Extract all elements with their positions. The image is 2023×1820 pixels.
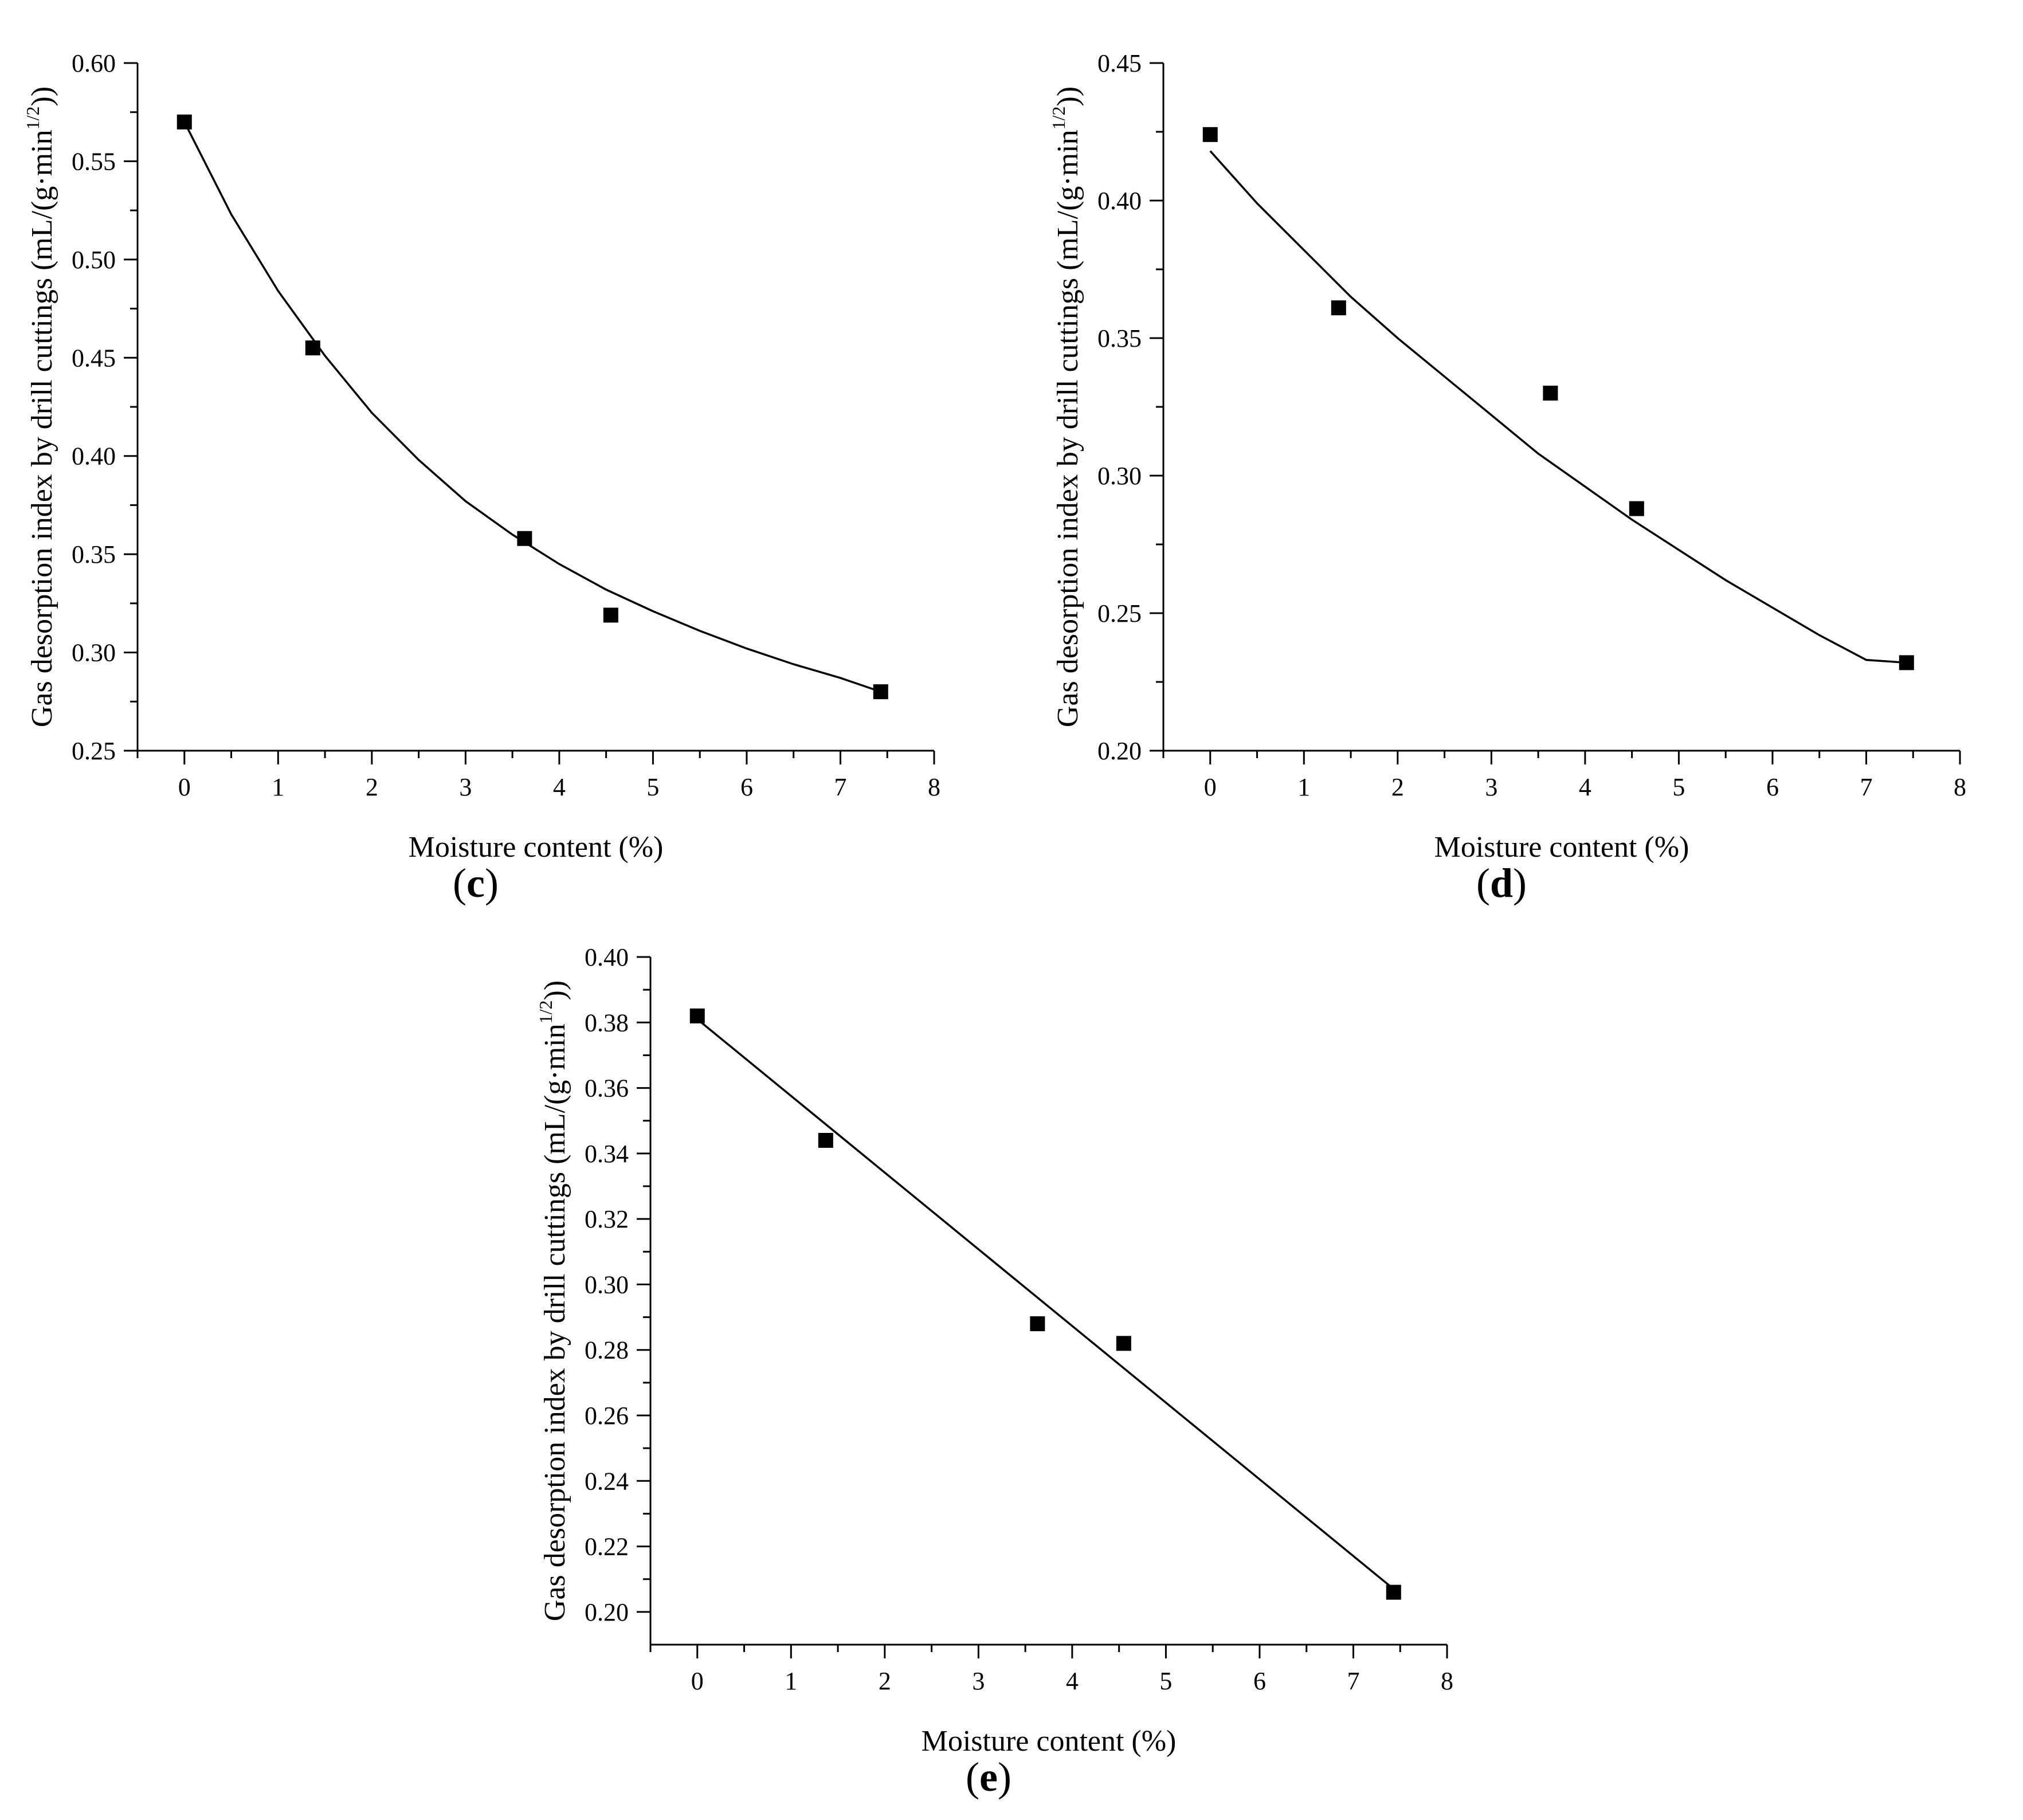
data-point xyxy=(603,607,618,623)
chart-d-svg: 0 1 2 3 4 5 6 7 8 0.20 0.25 0.30 0.35 0.40 0.45 Moistur… xyxy=(1048,49,1966,864)
y-tick-label: 0.30 xyxy=(1097,462,1142,490)
data-point xyxy=(1331,300,1346,316)
x-tick-label: 5 xyxy=(1159,1667,1172,1695)
y-tick-label: 0.32 xyxy=(585,1205,629,1233)
fit-curve xyxy=(1209,150,1907,664)
x-tick-label: 8 xyxy=(1441,1667,1453,1695)
y-tick-label: 0.30 xyxy=(72,639,116,667)
x-tick-label: 1 xyxy=(272,773,284,801)
data-point xyxy=(517,531,532,546)
y-tick-label: 0.22 xyxy=(585,1533,629,1561)
x-tick-label: 7 xyxy=(1860,773,1872,801)
x-tick-label: 5 xyxy=(646,773,659,801)
y-tick-label: 0.60 xyxy=(72,49,116,77)
x-tick-label: 0 xyxy=(1204,773,1217,801)
x-tick-label: 1 xyxy=(1297,773,1310,801)
x-tick-label: 2 xyxy=(366,773,378,801)
y-tick-label: 0.38 xyxy=(585,1009,629,1037)
x-tick-label: 8 xyxy=(928,773,940,801)
data-point xyxy=(305,340,320,356)
y-tick-label: 0.34 xyxy=(585,1140,629,1168)
y-axis-label-superscript: 1/2 xyxy=(22,107,43,130)
y-axis-label-superscript: 1/2 xyxy=(535,1001,556,1024)
x-tick-label: 4 xyxy=(1579,773,1591,801)
panel-label-e: (e) xyxy=(966,1754,1012,1800)
x-axis-label: Moisture content (%) xyxy=(922,1725,1177,1758)
data-point xyxy=(689,1008,705,1023)
y-tick-label: 0.50 xyxy=(72,246,116,274)
data-point xyxy=(177,114,192,130)
y-axis-label: Gas desorption index by drill cuttings (… xyxy=(1048,87,1084,727)
y-axis-label-superscript: 1/2 xyxy=(1048,107,1069,130)
y-axis-label-main: Gas desorption index by drill cuttings (… xyxy=(539,1023,571,1621)
x-tick-label: 4 xyxy=(553,773,566,801)
y-axis-label-main: Gas desorption index by drill cuttings (… xyxy=(26,130,58,727)
x-tick-label: 6 xyxy=(1766,773,1779,801)
y-tick-label: 0.40 xyxy=(72,442,116,470)
x-tick-label: 5 xyxy=(1672,773,1685,801)
y-tick-label: 0.25 xyxy=(1097,599,1142,627)
y-tick-label: 0.36 xyxy=(585,1074,629,1103)
data-point xyxy=(818,1133,833,1148)
chart-panel-e: 0 1 2 3 4 5 6 7 8 0.20 0.22 0.24 0.26 0.28 0.30 0.32 0.3… xyxy=(524,905,1453,1800)
panel-label-d: (d) xyxy=(1476,860,1527,906)
x-tick-label: 2 xyxy=(879,1667,891,1695)
y-tick-label: 0.24 xyxy=(585,1467,629,1495)
y-tick-label: 0.40 xyxy=(1097,187,1142,215)
panel-label-c: (c) xyxy=(453,860,499,906)
x-tick-label: 6 xyxy=(1253,1667,1266,1695)
data-point xyxy=(1030,1316,1045,1331)
y-tick-label: 0.55 xyxy=(72,147,116,175)
chart-panel-c: 0 1 2 3 4 5 6 7 8 0.25 0.30 0.35 0.40 0.45 0.50 0.55 0.6… xyxy=(11,11,940,906)
x-tick-label: 2 xyxy=(1391,773,1404,801)
data-point xyxy=(1202,127,1218,142)
chart-c-svg: 0 1 2 3 4 5 6 7 8 0.25 0.30 0.35 0.40 0.45 0.50 0.55 0.6… xyxy=(22,49,940,864)
x-axis-label: Moisture content (%) xyxy=(409,831,664,864)
y-axis-label-main: Gas desorption index by drill cuttings (… xyxy=(1052,130,1084,727)
y-axis-label-end: )) xyxy=(539,980,571,1001)
x-tick-label: 1 xyxy=(785,1667,797,1695)
data-point xyxy=(1386,1584,1401,1600)
data-point xyxy=(1543,386,1558,401)
y-tick-label: 0.35 xyxy=(72,540,116,568)
y-tick-label: 0.26 xyxy=(585,1402,629,1430)
x-tick-label: 6 xyxy=(740,773,753,801)
x-tick-label: 3 xyxy=(972,1667,985,1695)
fit-curve xyxy=(183,121,881,693)
data-point xyxy=(873,684,888,700)
y-axis-label: Gas desorption index by drill cuttings (… xyxy=(22,87,58,727)
y-tick-label: 0.45 xyxy=(1097,49,1142,77)
x-tick-label: 7 xyxy=(1347,1667,1359,1695)
y-axis-label: Gas desorption index by drill cuttings (… xyxy=(535,980,571,1621)
x-tick-label: 8 xyxy=(1954,773,1966,801)
x-axis-label: Moisture content (%) xyxy=(1434,831,1689,864)
y-tick-label: 0.40 xyxy=(585,943,629,971)
y-tick-label: 0.25 xyxy=(72,737,116,765)
x-tick-label: 0 xyxy=(691,1667,704,1695)
fit-curve xyxy=(696,1018,1394,1590)
x-tick-label: 0 xyxy=(178,773,191,801)
chart-panel-d: 0 1 2 3 4 5 6 7 8 0.20 0.25 0.30 0.35 0.40 0.45 Moistur… xyxy=(1037,11,1966,906)
y-axis-label-end: )) xyxy=(26,87,58,107)
chart-e-svg: 0 1 2 3 4 5 6 7 8 0.20 0.22 0.24 0.26 0.28 0.30 0.32 0.3… xyxy=(535,943,1453,1758)
x-tick-label: 7 xyxy=(834,773,846,801)
y-tick-label: 0.45 xyxy=(72,344,116,372)
data-point xyxy=(1116,1336,1131,1351)
data-point xyxy=(1899,655,1914,670)
x-tick-label: 3 xyxy=(1485,773,1497,801)
y-tick-label: 0.30 xyxy=(585,1270,629,1299)
data-point xyxy=(1629,501,1644,516)
y-tick-label: 0.20 xyxy=(585,1598,629,1626)
x-tick-label: 4 xyxy=(1066,1667,1079,1695)
y-tick-label: 0.20 xyxy=(1097,737,1142,765)
y-tick-label: 0.28 xyxy=(585,1336,629,1364)
x-tick-label: 3 xyxy=(459,773,472,801)
y-axis-label-end: )) xyxy=(1052,87,1084,107)
y-tick-label: 0.35 xyxy=(1097,324,1142,352)
